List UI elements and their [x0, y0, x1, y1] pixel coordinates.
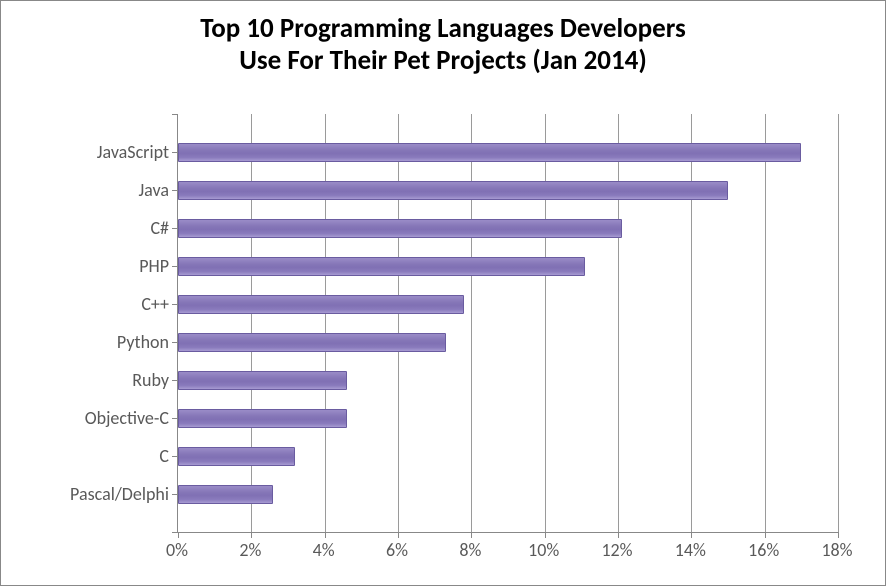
chart-title: Top 10 Programming Languages Developers … [1, 13, 885, 77]
x-axis-label: 6% [386, 539, 408, 561]
gridline [398, 114, 399, 532]
x-tick [691, 532, 692, 538]
y-tick [172, 532, 178, 533]
x-axis-label: 16% [748, 539, 779, 561]
y-axis-label: Python [117, 331, 169, 353]
x-axis-label: 8% [459, 539, 481, 561]
bar [178, 333, 446, 352]
x-tick [178, 532, 179, 538]
y-axis-label: PHP [139, 255, 169, 277]
bar [178, 447, 295, 466]
chart-title-line1: Top 10 Programming Languages Developers [1, 13, 885, 45]
plot-area [177, 114, 838, 533]
bar [178, 257, 585, 276]
gridline [618, 114, 619, 532]
bar [178, 181, 728, 200]
bar [178, 485, 273, 504]
gridline [471, 114, 472, 532]
x-tick [471, 532, 472, 538]
chart-title-line2: Use For Their Pet Projects (Jan 2014) [1, 45, 885, 77]
gridline [765, 114, 766, 532]
x-tick [618, 532, 619, 538]
bar [178, 409, 347, 428]
y-axis-label: C++ [141, 293, 169, 315]
chart-frame: Top 10 Programming Languages Developers … [0, 0, 886, 586]
gridline [325, 114, 326, 532]
x-axis-label: 4% [313, 539, 335, 561]
y-axis-label: JavaScript [97, 141, 169, 163]
x-axis-label: 0% [166, 539, 188, 561]
bar [178, 295, 464, 314]
x-axis-label: 18% [821, 539, 852, 561]
x-axis-label: 12% [601, 539, 632, 561]
y-axis-label: Pascal/Delphi [70, 483, 169, 505]
gridline [691, 114, 692, 532]
x-tick [325, 532, 326, 538]
gridline [251, 114, 252, 532]
x-tick [251, 532, 252, 538]
y-axis-label: Java [138, 179, 169, 201]
gridline [545, 114, 546, 532]
y-axis-label: Ruby [132, 369, 169, 391]
bar [178, 143, 801, 162]
y-tick [172, 114, 178, 115]
x-tick [398, 532, 399, 538]
x-axis-label: 2% [239, 539, 261, 561]
bar [178, 219, 622, 238]
x-tick [545, 532, 546, 538]
y-axis-label: C# [150, 217, 169, 239]
y-axis-label: C [159, 445, 169, 467]
y-axis-label: Objective-C [85, 407, 169, 429]
x-axis-label: 14% [675, 539, 706, 561]
x-tick [765, 532, 766, 538]
x-tick [838, 532, 839, 538]
x-axis-label: 10% [528, 539, 559, 561]
gridline [838, 114, 839, 532]
bar [178, 371, 347, 390]
